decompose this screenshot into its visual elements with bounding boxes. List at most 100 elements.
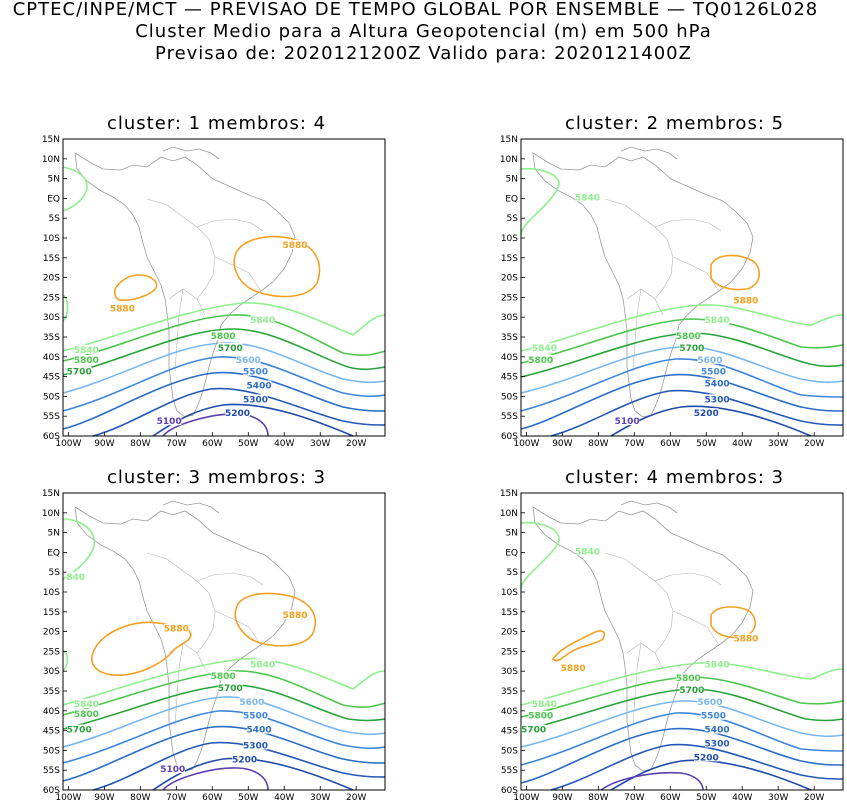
lat-tick-label: 30S	[43, 667, 60, 677]
lat-tick-label: 50S	[501, 392, 518, 402]
contour-label-5400: 5400	[247, 726, 272, 736]
contour-5700	[520, 688, 844, 732]
contour-5840-west	[62, 294, 69, 322]
contour-label-5400: 5400	[705, 726, 730, 736]
lon-tick-label: 20W	[804, 439, 824, 449]
contour-label-5840: 5840	[74, 700, 99, 710]
contour-label-5100: 5100	[615, 417, 640, 427]
contour-5200	[152, 757, 354, 791]
lat-tick-label: 40S	[501, 707, 518, 717]
lon-tick-label: 30W	[768, 793, 788, 803]
lat-tick-label: 35S	[43, 687, 60, 697]
lat-tick-label: 15N	[500, 489, 518, 499]
contour-label-background	[160, 764, 185, 774]
lat-tick-label: 35S	[501, 333, 518, 343]
country-borders	[146, 198, 264, 372]
contour-label-5500: 5500	[701, 368, 726, 378]
contour-5600	[520, 700, 844, 748]
panel-2-title: cluster: 2 membros: 5	[565, 113, 785, 134]
lat-tick-label: 10N	[500, 155, 518, 165]
lon-tick-label: 20W	[346, 439, 366, 449]
lat-tick-label: 20S	[43, 628, 60, 638]
contour-5840-north	[520, 167, 560, 236]
lat-tick-label: 30S	[43, 313, 60, 323]
contour-label-5600: 5600	[239, 698, 264, 708]
panel-1-title: cluster: 1 membros: 4	[107, 113, 327, 134]
lat-tick-label: 50S	[501, 746, 518, 756]
lon-tick-label: 60W	[660, 439, 680, 449]
contour-5840	[62, 302, 386, 352]
lon-tick-label: 80W	[130, 793, 150, 803]
map-frame	[62, 138, 386, 437]
lon-tick-label: 70W	[166, 439, 186, 449]
lat-tick-label: 35S	[43, 333, 60, 343]
contour-label-background	[243, 740, 268, 750]
contour-label-5880: 5880	[561, 664, 586, 674]
contour-5840	[520, 304, 844, 352]
contour-label-5700: 5700	[67, 726, 92, 736]
contour-label-background	[704, 378, 730, 388]
contour-label-background	[210, 331, 236, 340]
contour-5880-west	[113, 274, 158, 302]
contour-label-5800: 5800	[528, 356, 553, 366]
coastline	[74, 500, 296, 772]
contour-label-background	[528, 354, 553, 364]
map-frame	[520, 138, 844, 437]
lat-tick-label: 10S	[501, 588, 518, 598]
lat-tick-label: 5S	[507, 214, 519, 224]
contour-label-5300: 5300	[243, 395, 268, 405]
contour-label-5300: 5300	[243, 741, 268, 751]
contour-label-background	[575, 546, 600, 556]
lat-tick-label: 25S	[501, 293, 518, 303]
contour-label-5700: 5700	[218, 344, 243, 354]
contour-label-background	[697, 354, 723, 364]
contour-label-background	[110, 303, 135, 313]
contour-label-5880: 5880	[733, 296, 758, 306]
contour-label-5800: 5800	[676, 674, 701, 684]
lat-tick-label: 45S	[43, 727, 60, 737]
contour-label-background	[66, 572, 85, 582]
contour-label-5880: 5880	[733, 635, 758, 645]
contour-label-5840: 5840	[575, 547, 600, 557]
contour-5840-north	[62, 518, 96, 580]
lon-tick-label: 20W	[804, 793, 824, 803]
lat-tick-label: EQ	[47, 194, 60, 204]
contour-5700	[62, 684, 386, 730]
coastline	[532, 500, 754, 772]
lon-tick-label: 100W	[513, 439, 539, 449]
lon-tick-label: 90W	[94, 439, 114, 449]
lon-tick-label: 60W	[660, 793, 680, 803]
contour-label-background	[532, 698, 557, 708]
lat-tick-label: 10S	[43, 234, 60, 244]
lat-tick-label: 15N	[42, 489, 60, 499]
lat-tick-label: 55S	[43, 766, 60, 776]
contour-label-background	[66, 366, 92, 376]
contour-label-background	[243, 394, 268, 404]
contour-label-5800: 5800	[211, 332, 236, 342]
lat-tick-label: 55S	[43, 412, 60, 422]
contour-label-5840: 5840	[250, 316, 275, 326]
lon-tick-label: 40W	[732, 793, 752, 803]
lon-tick-label: 80W	[588, 793, 608, 803]
coastline	[532, 146, 754, 418]
lon-tick-label: 20W	[346, 793, 366, 803]
contour-label-5600: 5600	[697, 698, 722, 708]
contour-5880	[710, 254, 760, 291]
lat-tick-label: 15S	[501, 608, 518, 618]
lat-tick-label: 5N	[48, 529, 60, 539]
lat-tick-label: 50S	[43, 746, 60, 756]
contour-label-5840: 5840	[74, 346, 99, 356]
contour-label-5700: 5700	[67, 368, 92, 378]
lon-tick-label: 90W	[552, 439, 572, 449]
contour-label-5400: 5400	[247, 382, 272, 392]
lat-tick-label: 10S	[501, 234, 518, 244]
contour-label-background	[218, 683, 243, 693]
contour-label-background	[74, 708, 99, 718]
lat-tick-label: 10S	[43, 588, 60, 598]
contour-label-5800: 5800	[74, 710, 99, 720]
lon-tick-label: 50W	[238, 793, 258, 803]
lat-tick-label: 60S	[43, 432, 60, 442]
lat-tick-label: 10N	[42, 509, 60, 519]
lon-tick-label: 30W	[768, 439, 788, 449]
contour-label-background	[521, 724, 546, 734]
